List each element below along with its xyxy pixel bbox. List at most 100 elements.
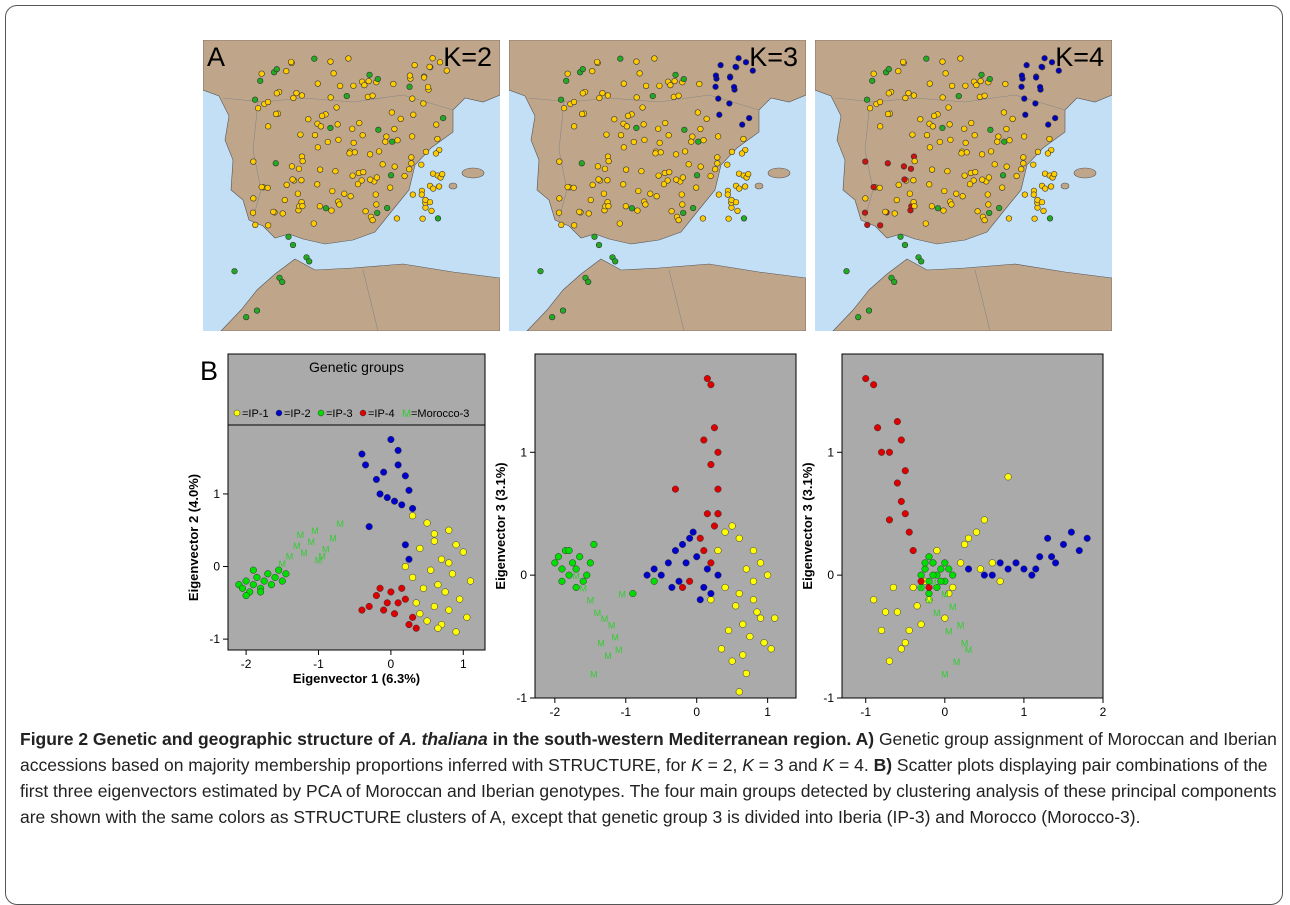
point <box>579 577 587 585</box>
map-dot <box>1018 83 1025 90</box>
point: M <box>308 537 316 547</box>
map-dot <box>616 220 623 227</box>
point: M <box>597 639 605 649</box>
point <box>735 688 743 696</box>
map-dot <box>587 196 594 204</box>
map-dot <box>349 125 356 132</box>
map-dot <box>742 59 750 66</box>
point <box>1004 473 1012 481</box>
map-dot <box>876 184 883 191</box>
point <box>714 485 722 493</box>
point: M <box>311 526 319 536</box>
point <box>976 565 984 573</box>
point: M <box>300 548 308 558</box>
map-dot <box>409 191 416 198</box>
map-dot <box>949 82 956 90</box>
map-dot <box>578 160 585 167</box>
point <box>438 555 446 563</box>
legend-label: =IP-3 <box>326 408 353 420</box>
point: M <box>933 608 941 618</box>
map-dot <box>1030 161 1037 168</box>
point <box>365 523 373 531</box>
map-dot <box>367 176 374 183</box>
map-dot <box>922 220 929 227</box>
map-dot <box>281 196 288 204</box>
point <box>253 573 261 581</box>
map-dot <box>594 58 601 66</box>
map-dot <box>258 183 265 191</box>
point <box>870 596 878 604</box>
map-dot <box>968 119 975 127</box>
map-dot <box>958 150 965 157</box>
map-dot <box>249 209 257 216</box>
map-dot <box>655 125 662 132</box>
map-dot <box>617 132 625 139</box>
map-dot <box>693 172 701 179</box>
point <box>707 596 715 604</box>
legend-marker <box>233 409 241 417</box>
map-dot <box>991 161 998 168</box>
point <box>401 595 409 603</box>
point: M <box>945 626 953 636</box>
map-dot <box>643 82 650 90</box>
map-dot <box>563 77 570 84</box>
map-dot <box>401 172 408 180</box>
map-dot <box>726 74 734 81</box>
map-dot <box>1044 150 1052 157</box>
point <box>401 472 409 480</box>
map-dot <box>738 150 746 157</box>
map-dot <box>579 66 586 73</box>
point <box>1004 565 1012 573</box>
point <box>686 577 694 585</box>
map-dot <box>605 202 612 210</box>
map-dot <box>884 110 892 118</box>
map-dot <box>1045 121 1052 128</box>
map-dot <box>641 136 648 143</box>
map-dot <box>285 233 292 240</box>
map-dot <box>620 80 627 87</box>
point <box>767 645 775 653</box>
map-dot <box>361 82 368 89</box>
point <box>917 620 925 628</box>
point: M <box>587 596 595 606</box>
map-dot <box>556 158 563 165</box>
map-dot <box>570 184 577 191</box>
legend-marker <box>359 409 367 417</box>
map-dot <box>974 208 981 215</box>
map-dot <box>408 160 415 167</box>
caption-text: K <box>822 755 835 775</box>
map-dot <box>995 133 1002 140</box>
point: M <box>293 541 301 551</box>
map-dot <box>955 92 962 100</box>
point <box>459 548 467 556</box>
map-dot <box>251 96 259 103</box>
map-dot <box>601 165 609 172</box>
map-dot <box>311 132 319 139</box>
map-dot <box>596 94 603 102</box>
map-dot <box>393 215 401 222</box>
map-dot <box>289 176 296 183</box>
map-dot <box>408 154 415 161</box>
map-dot <box>961 172 968 179</box>
map-dot <box>272 110 280 118</box>
map-dot <box>623 123 630 130</box>
map-dot <box>624 112 632 119</box>
map-dot <box>622 203 629 210</box>
caption: Figure 2 Genetic and geographic structur… <box>20 726 1282 830</box>
point <box>771 614 779 622</box>
map-dot <box>1051 171 1058 178</box>
point <box>682 559 690 567</box>
point: M <box>322 544 330 554</box>
map-dot <box>649 92 656 100</box>
caption-text: A. thaliana <box>399 729 488 749</box>
point <box>700 547 708 555</box>
point <box>742 669 750 677</box>
point <box>707 590 715 598</box>
map-dot <box>745 171 752 178</box>
point <box>905 528 913 536</box>
point <box>996 559 1004 567</box>
map-dot <box>715 191 722 198</box>
point <box>257 588 265 596</box>
map-dot <box>695 138 702 145</box>
map-dot <box>265 222 272 229</box>
